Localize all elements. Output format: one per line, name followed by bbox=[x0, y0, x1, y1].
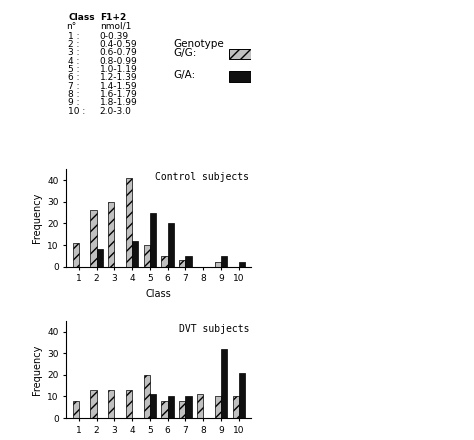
Bar bbox=[162, 256, 168, 267]
Text: 10 :: 10 : bbox=[68, 107, 85, 116]
Text: 1.8-1.99: 1.8-1.99 bbox=[100, 99, 137, 107]
Bar bbox=[185, 256, 191, 267]
Bar bbox=[221, 349, 227, 418]
Text: 9 :: 9 : bbox=[68, 99, 80, 107]
Bar bbox=[215, 396, 221, 418]
Y-axis label: Frequency: Frequency bbox=[32, 344, 42, 395]
Text: Class: Class bbox=[68, 13, 95, 22]
Text: 4 :: 4 : bbox=[68, 57, 80, 66]
Bar bbox=[126, 390, 132, 418]
Bar bbox=[185, 396, 191, 418]
Text: 1.6-1.79: 1.6-1.79 bbox=[100, 90, 137, 99]
X-axis label: Class: Class bbox=[146, 289, 172, 299]
Bar bbox=[73, 401, 79, 418]
Text: nmol/1: nmol/1 bbox=[100, 22, 131, 31]
Text: Genotype: Genotype bbox=[173, 39, 224, 49]
Bar bbox=[229, 71, 251, 81]
Bar bbox=[179, 401, 185, 418]
Bar bbox=[197, 394, 203, 418]
Bar bbox=[233, 396, 239, 418]
Text: 5 :: 5 : bbox=[68, 65, 80, 74]
Bar bbox=[179, 260, 185, 267]
Bar bbox=[144, 245, 150, 267]
Text: 0.6-0.79: 0.6-0.79 bbox=[100, 48, 137, 57]
Bar bbox=[91, 210, 97, 267]
Bar bbox=[97, 249, 103, 267]
Bar bbox=[221, 256, 227, 267]
Bar bbox=[150, 213, 156, 267]
Text: 2.0-3.0: 2.0-3.0 bbox=[100, 107, 131, 116]
Text: 0.4-0.59: 0.4-0.59 bbox=[100, 40, 137, 49]
Bar bbox=[168, 396, 174, 418]
Text: 1 :: 1 : bbox=[68, 32, 80, 40]
Bar bbox=[126, 178, 132, 267]
Text: 6 :: 6 : bbox=[68, 73, 80, 82]
Text: 0-0.39: 0-0.39 bbox=[100, 32, 129, 40]
Text: 0.8-0.99: 0.8-0.99 bbox=[100, 57, 137, 66]
Text: Control subjects: Control subjects bbox=[155, 172, 249, 183]
Y-axis label: Frequency: Frequency bbox=[32, 193, 42, 243]
Bar bbox=[239, 262, 245, 267]
Text: G/G:: G/G: bbox=[173, 48, 197, 58]
Text: 1.4-1.59: 1.4-1.59 bbox=[100, 82, 137, 91]
Bar bbox=[168, 224, 174, 267]
Text: G/A:: G/A: bbox=[173, 70, 196, 81]
Bar bbox=[73, 243, 79, 267]
Text: 2 :: 2 : bbox=[68, 40, 80, 49]
Bar bbox=[229, 49, 251, 59]
Bar bbox=[132, 241, 138, 267]
Bar bbox=[91, 390, 97, 418]
Bar bbox=[239, 373, 245, 418]
Text: 3 :: 3 : bbox=[68, 48, 80, 57]
Text: 1.0-1.19: 1.0-1.19 bbox=[100, 65, 137, 74]
Bar bbox=[108, 390, 114, 418]
Bar bbox=[144, 375, 150, 418]
Bar bbox=[162, 401, 168, 418]
Text: F1+2: F1+2 bbox=[100, 13, 126, 22]
Text: 7 :: 7 : bbox=[68, 82, 80, 91]
Text: 1.2-1.39: 1.2-1.39 bbox=[100, 73, 137, 82]
Text: 8 :: 8 : bbox=[68, 90, 80, 99]
Bar bbox=[215, 262, 221, 267]
Bar bbox=[108, 202, 114, 267]
Text: DVT subjects: DVT subjects bbox=[179, 324, 249, 334]
Bar bbox=[150, 394, 156, 418]
Text: n°: n° bbox=[66, 22, 77, 31]
